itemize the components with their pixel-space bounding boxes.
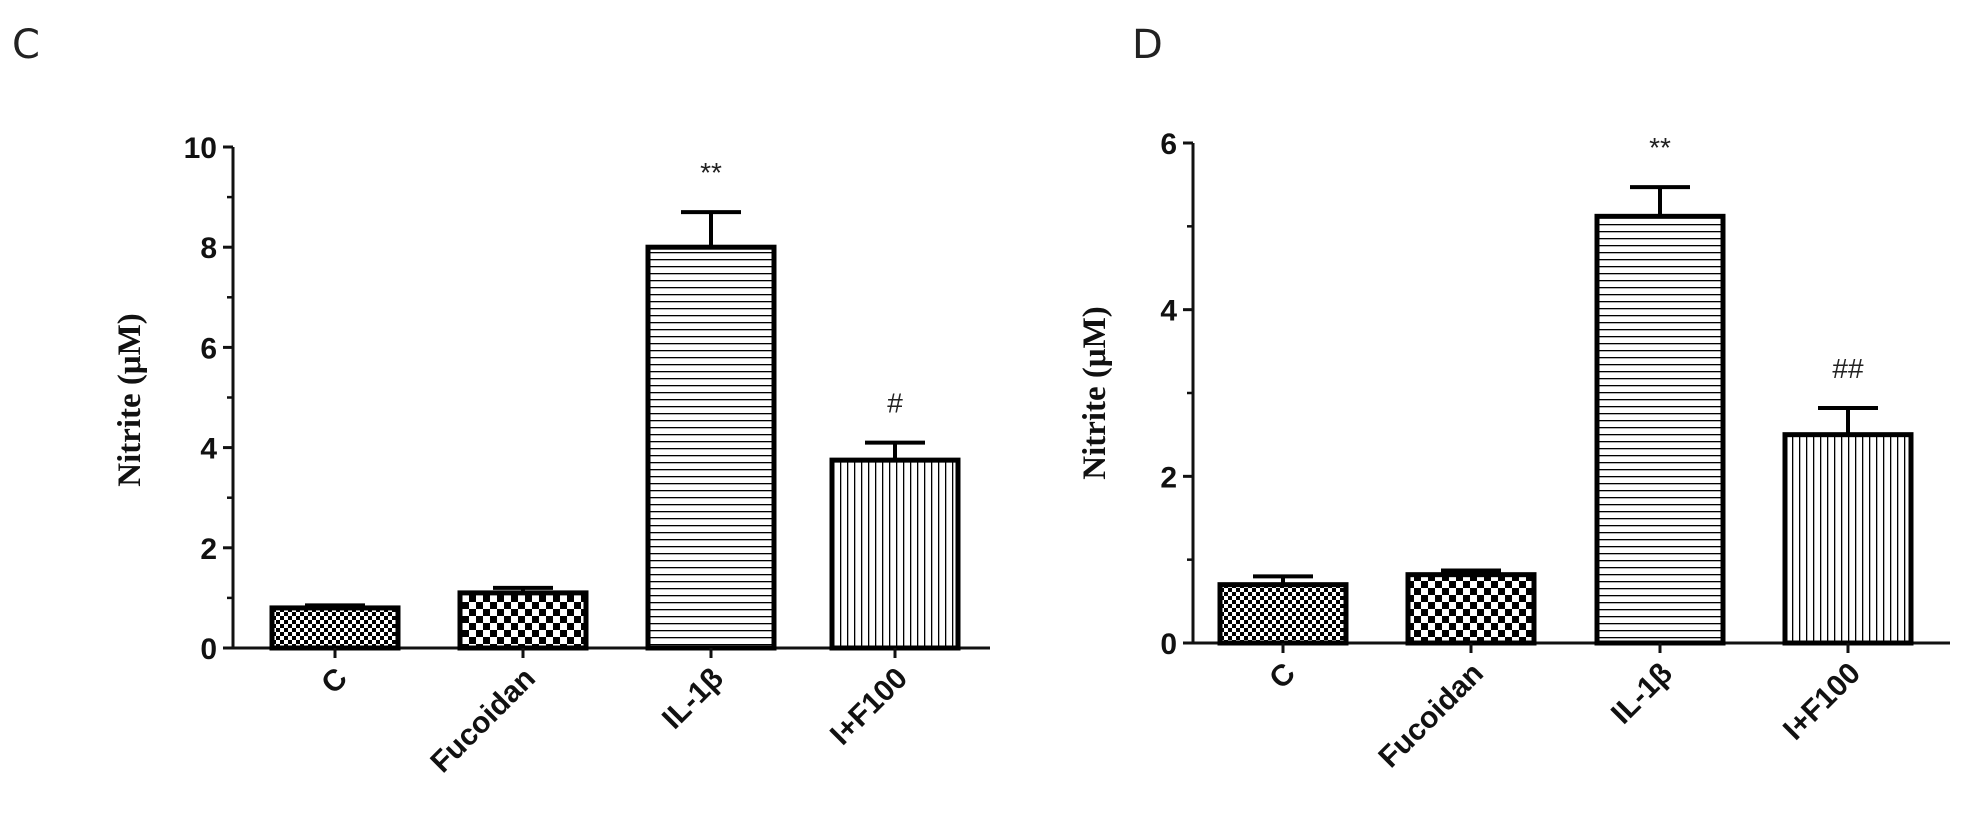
panel-letter-d: D xyxy=(1132,22,1163,68)
y-axis-label: Nitrite (μM) xyxy=(1077,306,1113,480)
bar-il-1- xyxy=(645,244,777,651)
y-tick-label: 8 xyxy=(200,232,217,265)
x-tick-label: Fucoidan xyxy=(424,662,542,780)
y-axis-label: Nitrite (μM) xyxy=(112,313,148,487)
x-tick-label: IL-1β xyxy=(656,662,730,736)
significance-marker: ** xyxy=(700,157,722,188)
y-tick-label: 4 xyxy=(200,433,217,466)
y-tick-label: 0 xyxy=(1160,628,1177,661)
bar-fucoidan xyxy=(457,590,589,651)
significance-marker: ** xyxy=(1649,132,1671,163)
chart-panel-d: 0 2 4 6 Nitrite (μM) C Fucoidan IL-1β ** I+F100 ## xyxy=(1077,128,1950,774)
y-tick-label: 6 xyxy=(1160,128,1177,161)
bar-fucoidan xyxy=(1405,572,1537,646)
x-tick-label: I+F100 xyxy=(824,662,914,752)
significance-marker: # xyxy=(887,388,903,419)
significance-marker: ## xyxy=(1832,353,1864,384)
y-tick-label: 4 xyxy=(1160,295,1177,328)
bar-c xyxy=(269,605,401,651)
x-tick-label: IL-1β xyxy=(1605,657,1679,731)
x-tick-label: C xyxy=(1263,657,1302,696)
chart-panel-c: 0 2 4 6 8 10 Nitrite (μM) C Fucoidan IL-1β ** I+F10… xyxy=(112,132,990,779)
bar-i-f100 xyxy=(1782,432,1914,646)
x-tick-label: I+F100 xyxy=(1777,657,1867,747)
x-tick-label: Fucoidan xyxy=(1372,657,1490,775)
y-tick-label: 6 xyxy=(200,332,217,365)
bar-il-1- xyxy=(1594,213,1726,646)
y-tick-label: 0 xyxy=(200,633,217,666)
bar-c xyxy=(1217,582,1349,646)
panel-letter-c: C xyxy=(12,22,40,68)
y-tick-label: 10 xyxy=(184,132,217,165)
y-tick-label: 2 xyxy=(200,533,217,566)
x-tick-label: C xyxy=(315,662,354,701)
bar-i-f100 xyxy=(829,457,961,651)
y-tick-label: 2 xyxy=(1160,461,1177,494)
